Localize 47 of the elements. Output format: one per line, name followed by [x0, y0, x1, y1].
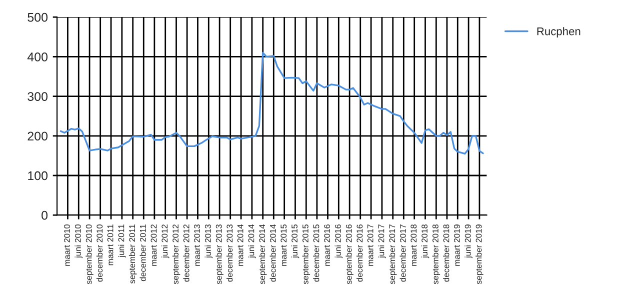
x-tick-label: maart 2010 [64, 224, 70, 266]
x-tick-label: maart 2017 [367, 224, 374, 266]
x-tick-label: december 2013 [226, 224, 233, 282]
x-tick-label: juni 2019 [464, 224, 472, 258]
x-tick-label: juni 2016 [334, 224, 343, 258]
y-tick-label: 100 [28, 171, 48, 180]
x-tick-label: september 2012 [172, 224, 180, 284]
x-tick-label: maart 2011 [107, 224, 114, 266]
x-tick-label: september 2017 [388, 224, 397, 284]
x-tick-label: september 2011 [128, 224, 137, 284]
x-tick-label: september 2010 [86, 224, 94, 284]
x-tick-label: maart 2014 [237, 224, 244, 266]
x-tick-label: december 2014 [270, 224, 276, 282]
x-tick-label: maart 2019 [454, 224, 460, 266]
x-tick-label: september 2016 [346, 224, 354, 284]
x-tick-label: juni 2014 [248, 224, 256, 258]
x-tick-label: juni 2018 [421, 224, 430, 258]
y-tick-label: 200 [28, 132, 48, 141]
y-tick-label: 500 [28, 12, 48, 22]
x-tick-label: juni 2017 [378, 224, 386, 258]
x-tick-label: maart 2013 [194, 224, 200, 266]
line-series [60, 52, 484, 155]
y-tick-label: 400 [27, 52, 48, 62]
x-tick-label: september 2018 [432, 224, 440, 284]
x-tick-label: september 2013 [216, 224, 224, 284]
x-tick-label: juni 2012 [161, 224, 170, 258]
x-tick-label: december 2015 [313, 224, 320, 282]
x-tick-label: maart 2018 [410, 224, 417, 266]
x-tick-label: juni 2010 [74, 224, 83, 258]
x-tick-label: december 2018 [443, 224, 450, 282]
x-tick-label: maart 2012 [150, 224, 157, 266]
x-tick-label: december 2016 [356, 224, 363, 282]
x-tick-label: december 2010 [96, 224, 103, 282]
y-tick-label: 300 [28, 92, 48, 101]
x-tick-label: juni 2011 [118, 224, 126, 258]
x-tick-label: september 2015 [302, 224, 310, 284]
legend-label: Rucphen [537, 27, 580, 38]
x-tick-label: september 2014 [258, 224, 267, 284]
x-tick-label: september 2019 [476, 224, 484, 284]
x-tick-label: december 2017 [400, 224, 406, 282]
x-tick-label: juni 2013 [204, 224, 213, 258]
x-tick-label: maart 2016 [324, 224, 330, 266]
x-tick-label: juni 2015 [291, 224, 300, 258]
x-tick-label: december 2011 [140, 224, 146, 282]
y-tick-label: 0 [42, 210, 48, 220]
x-tick-label: december 2012 [183, 224, 190, 282]
x-tick-label: maart 2015 [280, 224, 287, 266]
